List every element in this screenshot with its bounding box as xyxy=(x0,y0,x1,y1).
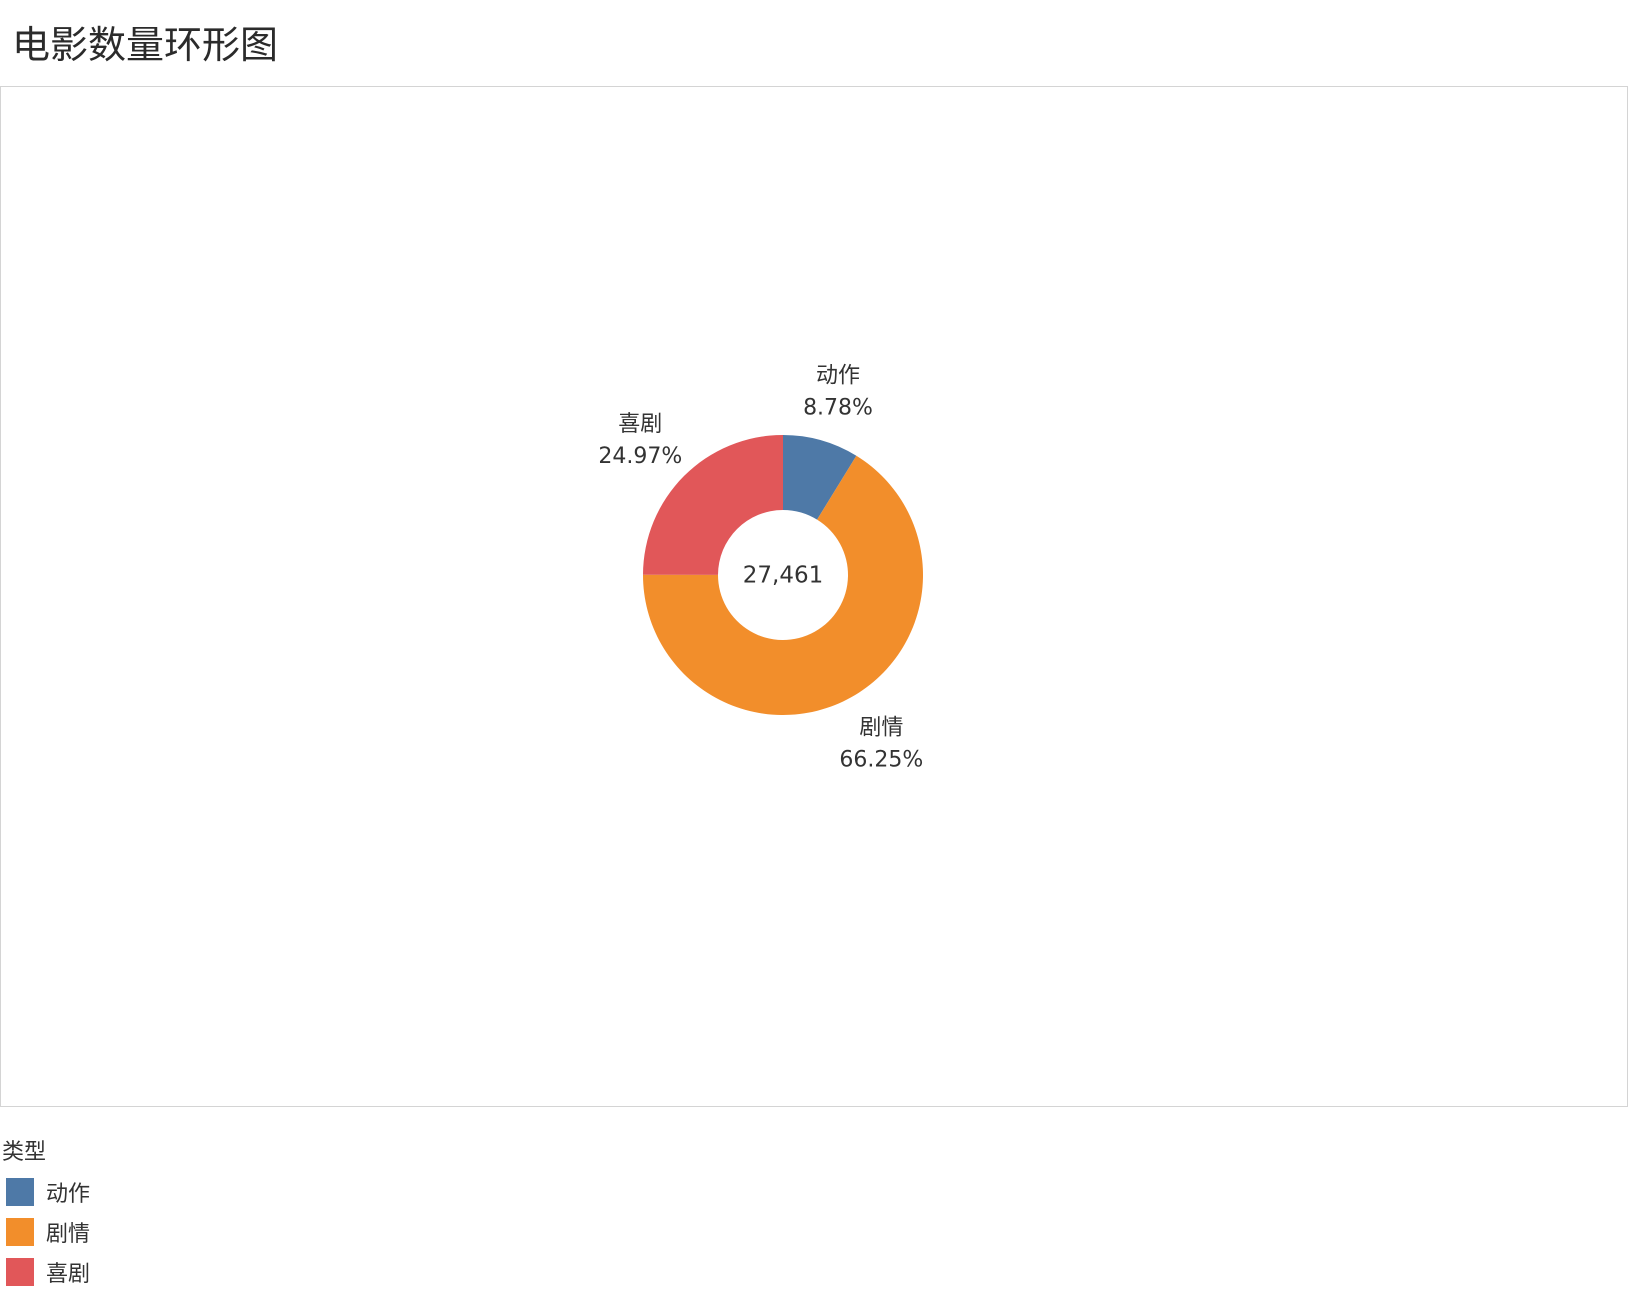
plot-area: 动作 8.78% 剧情 66.25% 喜剧 24.97% 27,461 xyxy=(0,86,1628,1107)
legend-title: 类型 xyxy=(2,1140,47,1165)
slice-label: 喜剧 24.97% xyxy=(598,412,682,469)
slice-percent-label: 8.78% xyxy=(803,395,873,420)
legend-label: 喜剧 xyxy=(46,1262,91,1287)
donut-slice[interactable] xyxy=(783,435,857,520)
slice-category-label: 动作 xyxy=(816,363,860,388)
slice-percent-label: 66.25% xyxy=(839,748,923,773)
slice-category-label: 喜剧 xyxy=(618,412,662,437)
legend-swatch xyxy=(6,1218,34,1246)
slice-category-label: 剧情 xyxy=(859,716,903,741)
slices-layer xyxy=(643,435,923,715)
legend-label: 剧情 xyxy=(46,1222,91,1247)
legend-items: 动作 剧情 喜剧 xyxy=(4,1172,90,1292)
labels-layer: 动作 8.78% 剧情 66.25% 喜剧 24.97% xyxy=(598,363,923,772)
legend: 类型 动作 剧情 喜剧 xyxy=(2,1134,90,1292)
slice-label: 剧情 66.25% xyxy=(839,716,923,773)
slice-percent-label: 24.97% xyxy=(598,444,682,469)
donut-chart: 动作 8.78% 剧情 66.25% 喜剧 24.97% 27,461 xyxy=(598,363,923,772)
donut-slice[interactable] xyxy=(643,435,783,575)
legend-item[interactable]: 动作 xyxy=(4,1172,90,1212)
slice-label: 动作 8.78% xyxy=(803,363,873,420)
legend-swatch xyxy=(6,1178,34,1206)
legend-item[interactable]: 喜剧 xyxy=(4,1252,90,1292)
legend-item[interactable]: 剧情 xyxy=(4,1212,90,1252)
legend-swatch xyxy=(6,1258,34,1286)
legend-label: 动作 xyxy=(46,1182,91,1207)
donut-slice[interactable] xyxy=(643,455,923,715)
center-total-label: 27,461 xyxy=(743,563,823,589)
chart-title: 电影数量环形图 xyxy=(12,23,279,67)
